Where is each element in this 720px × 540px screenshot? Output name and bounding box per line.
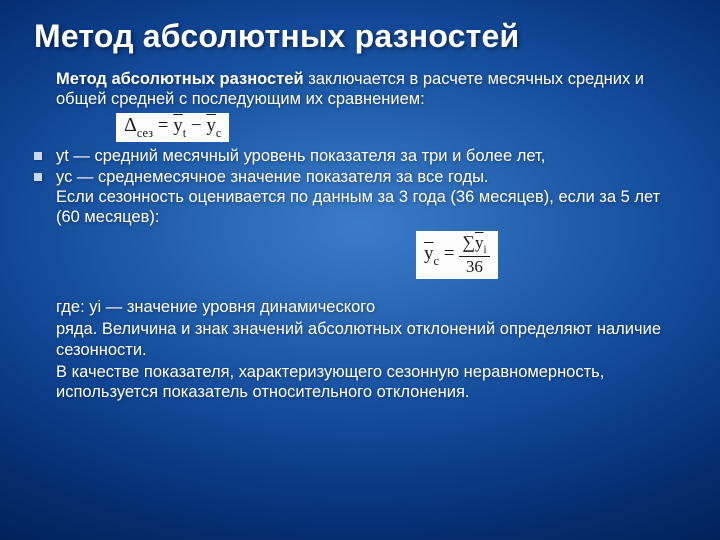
formula-1: Δсез = yt − yc (116, 113, 229, 142)
formula-1-row: Δсез = yt − yc (56, 111, 686, 146)
formula-2: yc = ∑yi36 (416, 231, 498, 279)
tail-paragraph-1: где: уi — значение уровня динамического (56, 297, 686, 317)
yt-bar: y (173, 115, 183, 136)
delta-symbol: Δ (124, 114, 137, 136)
yc-bar-2: y (424, 243, 434, 264)
tail-paragraph-3: В качестве показателя, характеризующего … (56, 362, 686, 402)
slide-title: Метод абсолютных разностей (34, 18, 686, 55)
slide-body: Метод абсолютных разностей заключается в… (34, 69, 686, 402)
intro-paragraph: Метод абсолютных разностей заключается в… (56, 69, 686, 109)
delta-sub: сез (137, 126, 153, 140)
tail-paragraph-2: ряда. Величина и знак значений абсолютны… (56, 319, 686, 359)
square-bullet-icon (34, 173, 42, 181)
square-bullet-icon (34, 152, 42, 160)
fraction-numerator: ∑yi (459, 234, 489, 257)
intro-bold: Метод абсолютных разностей (56, 70, 304, 88)
yc-bar: y (206, 115, 216, 136)
slide: Метод абсолютных разностей Метод абсолют… (0, 0, 720, 540)
bullet-1: уt — средний месячный уровень показателя… (34, 146, 686, 166)
bullet-1-text: уt — средний месячный уровень показателя… (56, 146, 686, 166)
bullet-2-text: ус — среднемесячное значение показателя … (56, 167, 686, 187)
formula-2-row: yc = ∑yi36 (356, 229, 686, 283)
bullet-2: ус — среднемесячное значение показателя … (34, 167, 686, 187)
fraction-denominator: 36 (459, 257, 489, 275)
after-bullets-paragraph: Если сезонность оценивается по данным за… (56, 187, 686, 227)
fraction: ∑yi36 (459, 234, 489, 275)
